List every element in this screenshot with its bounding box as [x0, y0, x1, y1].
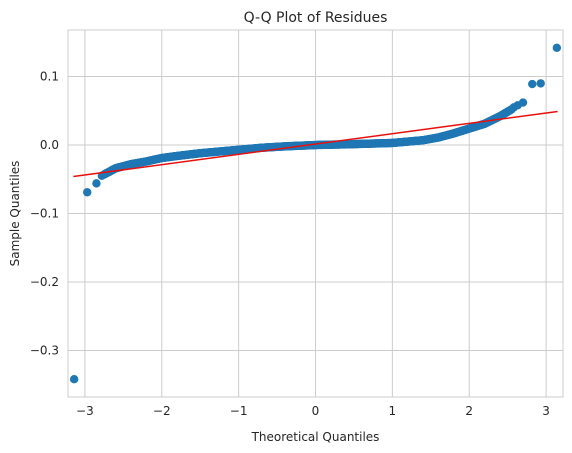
data-point	[528, 79, 537, 89]
reference-line	[73, 110, 558, 178]
y-tick-label: 0.0	[40, 138, 59, 152]
data-point	[69, 374, 79, 384]
y-tick-label: 0.1	[40, 70, 59, 84]
data-point	[92, 179, 101, 188]
data-point	[83, 188, 92, 197]
y-tick-label: −0.1	[30, 207, 59, 221]
data-points	[69, 43, 562, 384]
x-tick-labels: −3 −2 −1 0 1 2 3	[76, 404, 550, 418]
data-point	[536, 79, 545, 88]
data-point	[552, 43, 562, 53]
x-tick-label: −2	[153, 404, 171, 418]
y-tick-label: −0.3	[30, 343, 59, 357]
data-point	[518, 98, 528, 107]
x-tick-label: −3	[76, 404, 94, 418]
x-tick-label: 3	[542, 404, 550, 418]
x-tick-label: −1	[230, 404, 248, 418]
x-axis-label: Theoretical Quantiles	[251, 430, 380, 444]
y-axis-label: Sample Quantiles	[8, 161, 22, 267]
axes-frame	[67, 29, 564, 398]
y-tick-labels: −0.3 −0.2 −0.1 0.0 0.1	[30, 70, 59, 358]
y-tick-label: −0.2	[30, 275, 59, 289]
x-tick-label: 2	[465, 404, 473, 418]
chart-title: Q-Q Plot of Residues	[244, 10, 388, 26]
x-tick-label: 0	[312, 404, 320, 418]
x-tick-label: 1	[389, 404, 397, 418]
